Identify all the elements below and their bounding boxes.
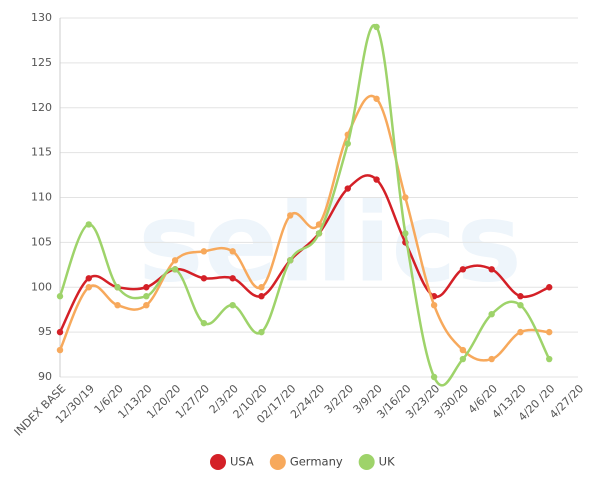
- data-point: [171, 257, 179, 264]
- data-point: [229, 302, 236, 309]
- data-point: [143, 293, 150, 300]
- legend-label: Germany: [290, 455, 343, 469]
- data-point: [200, 275, 208, 282]
- data-point: [344, 185, 351, 192]
- data-point: [546, 355, 553, 363]
- data-point: [56, 346, 64, 354]
- legend-label: USA: [230, 455, 254, 469]
- data-point: [258, 328, 265, 336]
- legend-marker: [210, 454, 226, 470]
- y-tick-label: 125: [31, 56, 52, 69]
- data-point: [459, 266, 467, 273]
- y-tick-label: 110: [31, 191, 52, 204]
- legend-marker: [358, 454, 375, 470]
- data-point: [373, 95, 380, 102]
- data-point: [85, 221, 92, 228]
- y-tick-label: 105: [31, 235, 52, 248]
- data-point: [402, 194, 409, 201]
- data-point: [517, 293, 524, 300]
- data-point: [459, 346, 467, 354]
- data-point: [287, 212, 294, 219]
- data-point: [143, 302, 150, 309]
- data-point: [517, 328, 524, 336]
- data-point: [200, 319, 208, 327]
- legend-marker: [269, 454, 286, 470]
- data-point: [344, 140, 351, 147]
- data-point: [546, 328, 553, 336]
- y-tick-label: 100: [31, 280, 52, 293]
- y-tick-label: 120: [31, 101, 52, 114]
- data-point: [258, 293, 265, 300]
- data-point: [402, 230, 409, 237]
- x-tick-label: 3/2/20: [322, 382, 356, 416]
- data-point: [56, 293, 64, 300]
- y-tick-label: 115: [31, 146, 52, 159]
- data-point: [517, 302, 524, 309]
- legend-label: UK: [379, 455, 395, 469]
- data-point: [373, 23, 380, 31]
- y-tick-label: 95: [38, 325, 52, 338]
- data-point: [85, 275, 92, 282]
- data-point: [229, 248, 236, 255]
- data-point: [315, 230, 323, 237]
- data-point: [85, 284, 92, 291]
- data-point: [171, 266, 179, 273]
- data-point: [488, 310, 495, 318]
- data-point: [287, 257, 294, 264]
- data-point: [430, 302, 438, 309]
- data-point: [258, 284, 265, 291]
- y-tick-label: 130: [31, 11, 52, 24]
- data-point: [315, 221, 323, 228]
- data-point: [488, 355, 495, 363]
- data-point: [114, 284, 121, 291]
- data-point: [229, 275, 236, 282]
- data-point: [459, 355, 467, 363]
- data-point: [114, 302, 121, 309]
- data-point: [143, 284, 150, 291]
- data-point: [546, 284, 553, 291]
- data-point: [373, 176, 380, 183]
- data-point: [56, 328, 64, 336]
- data-point: [200, 248, 208, 255]
- y-tick-label: 90: [38, 370, 52, 383]
- data-point: [488, 266, 495, 273]
- data-point: [430, 373, 438, 381]
- legend: USA Germany UK: [210, 454, 395, 470]
